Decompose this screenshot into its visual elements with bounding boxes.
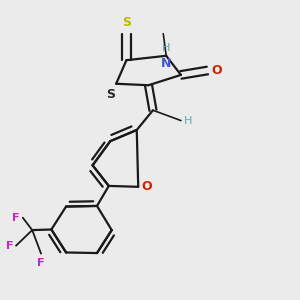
- Text: H: H: [162, 44, 170, 53]
- Text: S: S: [106, 88, 115, 101]
- Text: H: H: [184, 116, 192, 126]
- Text: F: F: [12, 213, 20, 223]
- Text: N: N: [161, 57, 171, 70]
- Text: S: S: [122, 16, 131, 29]
- Text: O: O: [142, 180, 152, 193]
- Text: F: F: [37, 258, 45, 268]
- Text: O: O: [211, 64, 222, 77]
- Text: F: F: [6, 241, 13, 251]
